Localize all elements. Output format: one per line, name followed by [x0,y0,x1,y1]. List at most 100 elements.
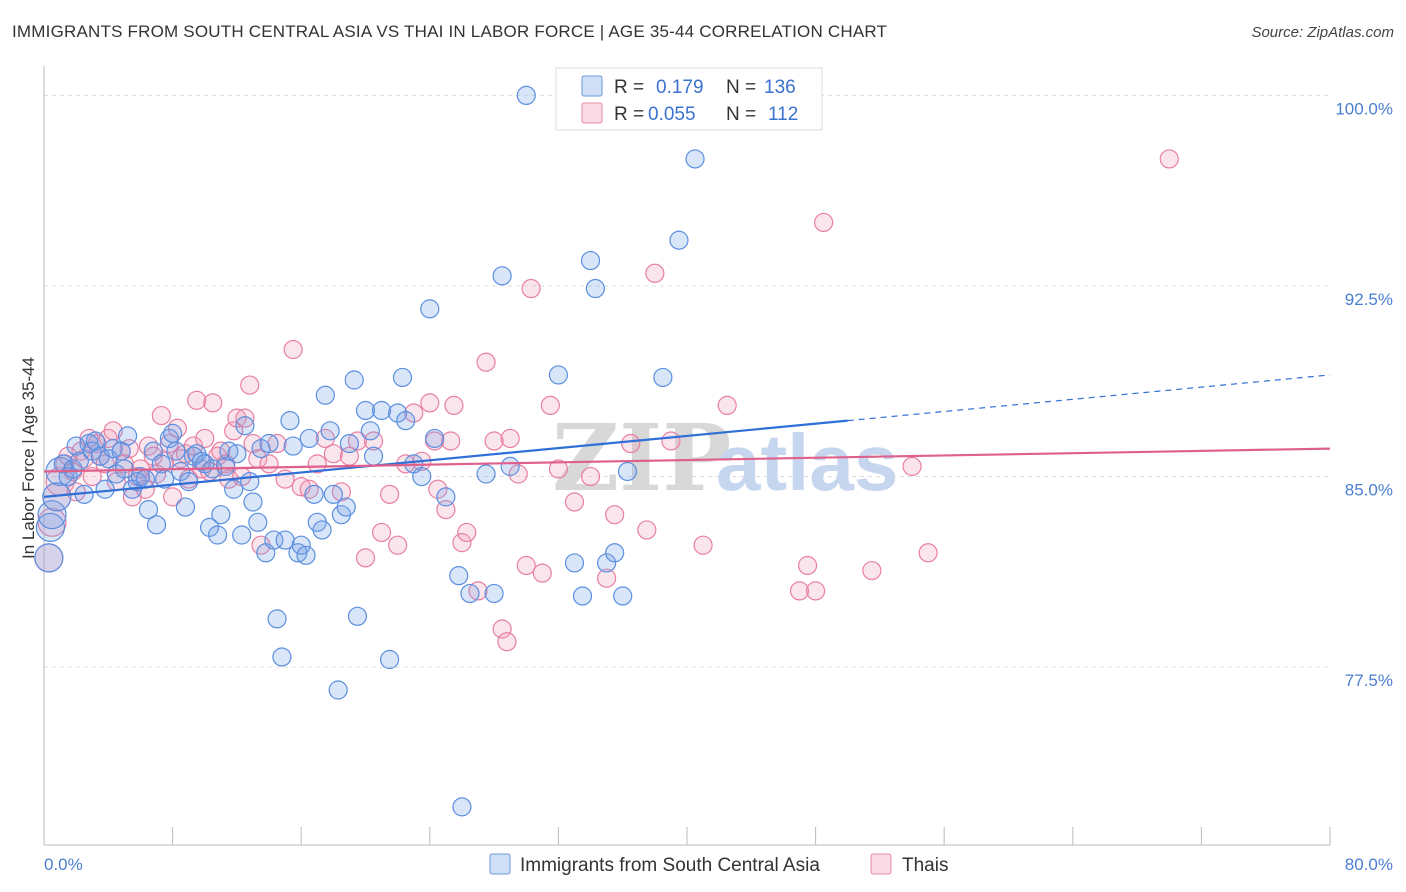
y-tick-label-1: 92.5% [1345,290,1393,309]
series-legend-label-blue: Immigrants from South Central Asia [520,855,820,876]
points-pink-point-72 [404,403,424,423]
points-blue-point-90 [425,428,445,449]
y-tick-label-3: 77.5% [1345,671,1393,690]
points-blue-point-88 [412,466,432,487]
points-blue-point-48 [227,444,247,464]
points-blue-point-33 [166,441,186,461]
points-pink-point-80 [452,533,472,553]
points-blue-point-44 [211,505,231,525]
points-blue-point-56 [259,433,279,454]
points-blue-point-102 [572,586,593,606]
y-tick-label-2: 85.0% [1345,481,1393,500]
trend-line-pink [43,447,1331,473]
points-blue-point-91 [436,487,456,507]
points-pink-point-28 [151,405,171,426]
points-pink-point-70 [388,535,408,555]
points-blue-point-72 [323,484,343,504]
points-blue-point-61 [280,411,300,431]
points-blue-point-49 [232,525,252,545]
points-blue-point-1 [35,512,66,542]
points-blue-point-69 [312,520,332,540]
points-pink-point-62 [323,444,343,464]
points-blue-point-28 [146,515,167,535]
points-pink-point-102 [693,535,713,555]
points-blue-point-75 [336,497,356,517]
legend-swatch-blue [581,75,603,97]
points-pink-point-90 [521,278,541,299]
legend-r-value-1: 0.179 [656,77,704,98]
points-pink-point-96 [597,568,617,588]
legend-r-label-1: R = [614,77,644,98]
points-blue-point-0 [34,543,64,573]
points-pink-point-108 [862,560,882,581]
points-blue-point-26 [138,499,159,520]
x-tick-label-1: 80.0% [1345,855,1393,874]
points-blue-point-107 [613,586,633,606]
series-legend-swatch-blue [489,853,511,875]
source-note: Source: ZipAtlas.com [1251,24,1394,41]
points-blue-point-89 [420,299,440,319]
points-blue-point-108 [617,461,638,482]
y-axis-title: In Labor Force | Age 35-44 [19,357,38,559]
points-pink-point-46 [224,421,244,441]
points-blue-point-13 [85,431,106,451]
points-pink-point-111 [1159,149,1179,169]
points-blue-point-58 [267,609,287,629]
points-blue-point-101 [564,553,585,573]
points-pink-point-97 [605,505,625,525]
points-pink-point-106 [805,581,826,601]
points-blue-point-92 [449,566,469,586]
points-blue-point-76 [339,433,360,454]
points-pink-point-93 [548,459,569,479]
points-blue-point-98 [500,456,520,476]
points-pink-point-76 [428,479,448,499]
points-blue-point-104 [585,278,605,299]
points-blue-point-78 [347,606,368,626]
points-pink-point-60 [307,454,327,474]
points-blue-point-97 [492,266,512,286]
watermark-atlas: atlas [716,418,898,507]
axes [43,66,1331,846]
points-blue-point-67 [304,484,324,504]
points-blue-point-53 [248,512,268,532]
points-blue-point-100 [548,365,569,385]
points-blue-point-5 [53,454,73,474]
points-pink-point-69 [380,484,400,504]
points-blue-point-50 [235,416,255,436]
series-legend-label-pink: Thais [902,855,948,876]
legend-swatch-pink [581,102,603,124]
series-legend-swatch-pink [870,853,892,875]
points-pink-point-31 [163,487,183,507]
points-pink-point-83 [476,352,496,372]
points-pink-point-85 [492,619,512,639]
points-pink-point-68 [371,522,392,543]
points-pink-point-66 [355,548,376,568]
points-pink-point-81 [457,522,477,543]
points-blue-point-2 [37,500,67,530]
points-pink-point-78 [441,431,461,451]
x-tick-labels: 0.0% 80.0% [44,855,1393,874]
points-blue-point-81 [363,446,384,466]
points-blue-point-96 [484,583,504,604]
points-blue-point-59 [272,647,292,667]
points-blue-point-66 [299,428,319,449]
points-pink-point-98 [621,433,641,454]
points-pink-point-57 [283,339,303,360]
points-pink-point-92 [540,395,560,416]
legend-n-label-2: N = [726,104,756,125]
points-blue-point-32 [163,423,183,443]
points-blue-point-35 [175,497,196,517]
series-legend: Immigrants from South Central Asia Thais [489,853,948,876]
trend-line-blue [43,419,848,498]
points-pink-point-109 [902,456,922,476]
points-blue-point-94 [460,583,480,604]
trend-lines [43,374,1331,498]
points-blue-point-84 [388,403,408,423]
points-pink-point-49 [235,408,255,428]
legend-r-value-2: 0.055 [648,104,696,125]
points-pink-point-89 [516,555,536,576]
points-blue-point-86 [396,411,416,431]
points-blue-point-79 [355,400,376,421]
points-blue-point-73 [328,680,348,700]
